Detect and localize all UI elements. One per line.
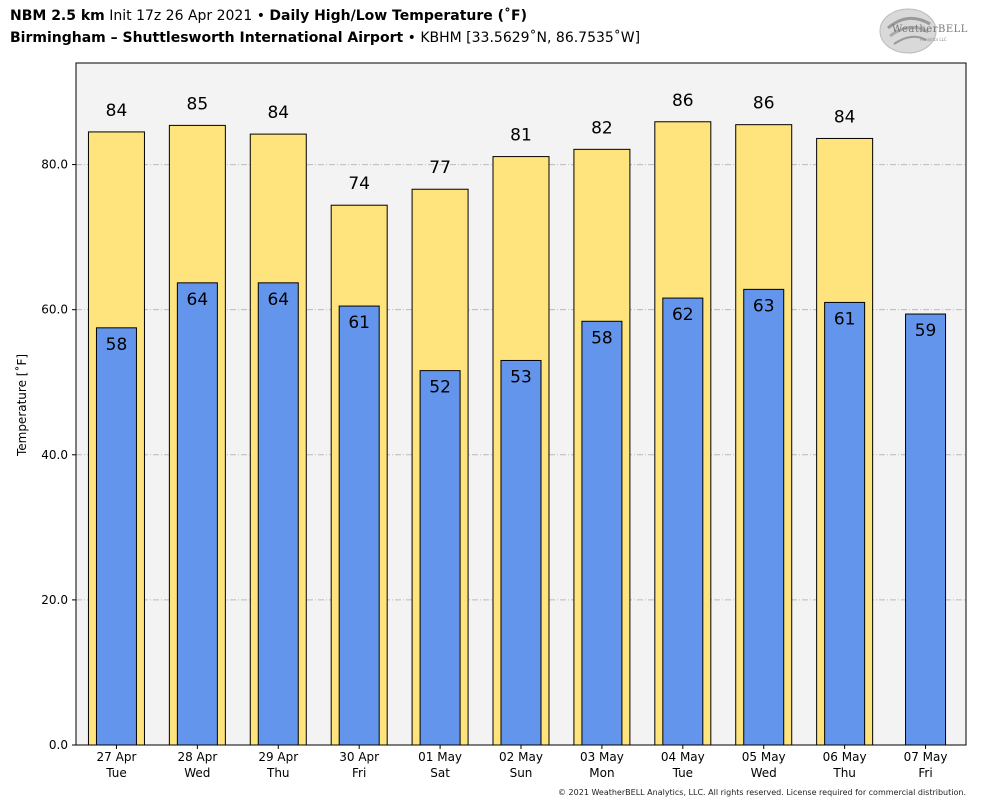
separator: • xyxy=(256,8,265,24)
low-temp-label: 63 xyxy=(753,296,775,316)
low-temp-label: 62 xyxy=(672,305,694,325)
high-temp-label: 81 xyxy=(510,126,532,146)
high-temp-label: 84 xyxy=(267,103,289,123)
x-tick-date: 01 May xyxy=(418,750,462,764)
high-temp-label: 77 xyxy=(429,158,451,178)
high-temp-label: 84 xyxy=(834,107,856,127)
x-tick-date: 03 May xyxy=(580,750,624,764)
low-temp-bar xyxy=(95,327,137,746)
low-temp-label: 58 xyxy=(591,328,613,348)
x-tick-date: 30 Apr xyxy=(339,750,379,764)
separator: • xyxy=(407,30,416,46)
x-tick-day: Sat xyxy=(430,766,450,780)
low-temp-bar xyxy=(743,288,785,746)
station-coords: KBHM [33.5629˚N, 86.7535˚W] xyxy=(420,30,641,46)
logo-swirl-icon xyxy=(879,8,937,54)
x-tick-day: Wed xyxy=(184,766,210,780)
low-temp-label: 64 xyxy=(267,290,289,310)
low-temp-bar xyxy=(581,320,623,746)
x-tick-date: 28 Apr xyxy=(177,750,217,764)
low-temp-label: 64 xyxy=(187,290,209,310)
x-tick-day: Mon xyxy=(589,766,614,780)
low-temp-label: 53 xyxy=(510,367,532,387)
low-temp-bar xyxy=(500,359,542,746)
low-temp-label: 59 xyxy=(915,321,937,341)
x-tick-day: Wed xyxy=(751,766,777,780)
y-tick-label: 20.0 xyxy=(41,593,68,607)
low-temp-bar xyxy=(338,305,380,746)
station-name: Birmingham – Shuttlesworth International… xyxy=(10,30,404,46)
y-tick-label: 0.0 xyxy=(49,738,68,752)
high-temp-label: 86 xyxy=(753,94,775,114)
high-temp-label: 86 xyxy=(672,91,694,111)
low-temp-bar xyxy=(257,282,299,746)
x-tick-day: Fri xyxy=(352,766,366,780)
x-tick-date: 04 May xyxy=(661,750,705,764)
low-temp-bar xyxy=(176,282,218,746)
weatherbell-logo: WeatherBELL Analytics LLC xyxy=(878,6,970,56)
chart-title: Daily High/Low Temperature (˚F) xyxy=(269,8,527,24)
low-temp-label: 52 xyxy=(429,378,451,398)
axes: 0.0 20.0 40.0 60.0 80.0 27 Apr Tue 28 Apr Wed 29 … xyxy=(41,62,967,780)
x-tick-date: 27 Apr xyxy=(97,750,137,764)
x-tick-day: Thu xyxy=(266,766,290,780)
y-tick-label: 60.0 xyxy=(41,303,68,317)
x-tick-date: 06 May xyxy=(823,750,867,764)
x-tick-day: Tue xyxy=(672,766,694,780)
low-temp-label: 58 xyxy=(106,335,128,355)
high-temp-label: 82 xyxy=(591,118,613,138)
x-tick-day: Thu xyxy=(832,766,856,780)
high-temp-label: 74 xyxy=(348,174,370,194)
header-line-2: Birmingham – Shuttlesworth International… xyxy=(10,27,640,49)
low-temp-bar xyxy=(905,313,947,746)
low-temp-bar xyxy=(824,301,866,746)
copyright-footer: © 2021 WeatherBELL Analytics, LLC. All r… xyxy=(558,788,966,797)
low-temp-label: 61 xyxy=(348,313,370,333)
x-tick-date: 05 May xyxy=(742,750,786,764)
header-line-1: NBM 2.5 km Init 17z 26 Apr 2021 • Daily … xyxy=(10,5,640,27)
x-tick-day: Fri xyxy=(918,766,932,780)
plot-frame xyxy=(75,62,967,746)
high-temp-label: 85 xyxy=(187,94,209,114)
y-axis-label: Temperature [˚F] xyxy=(14,354,29,457)
y-tick-label: 40.0 xyxy=(41,448,68,462)
high-temp-label: 84 xyxy=(106,101,128,121)
x-tick-date: 02 May xyxy=(499,750,543,764)
x-tick-date: 07 May xyxy=(904,750,948,764)
bars: 84 58 85 64 84 64 74 61 77 52 81 53 82 58 86 62 86 63 84 61… xyxy=(87,91,947,746)
y-tick-label: 80.0 xyxy=(41,158,68,172)
x-tick-date: 29 Apr xyxy=(258,750,298,764)
chart-header: NBM 2.5 km Init 17z 26 Apr 2021 • Daily … xyxy=(10,5,640,49)
logo-text: WeatherBELL xyxy=(892,24,968,35)
logo-subtext: Analytics LLC xyxy=(920,37,947,42)
x-tick-day: Sun xyxy=(510,766,533,780)
low-temp-label: 61 xyxy=(834,309,856,329)
model-name: NBM 2.5 km xyxy=(10,8,105,24)
low-temp-bar xyxy=(419,370,461,746)
init-time: Init 17z 26 Apr 2021 xyxy=(109,8,253,24)
low-temp-bar xyxy=(662,297,704,746)
x-tick-day: Tue xyxy=(105,766,127,780)
